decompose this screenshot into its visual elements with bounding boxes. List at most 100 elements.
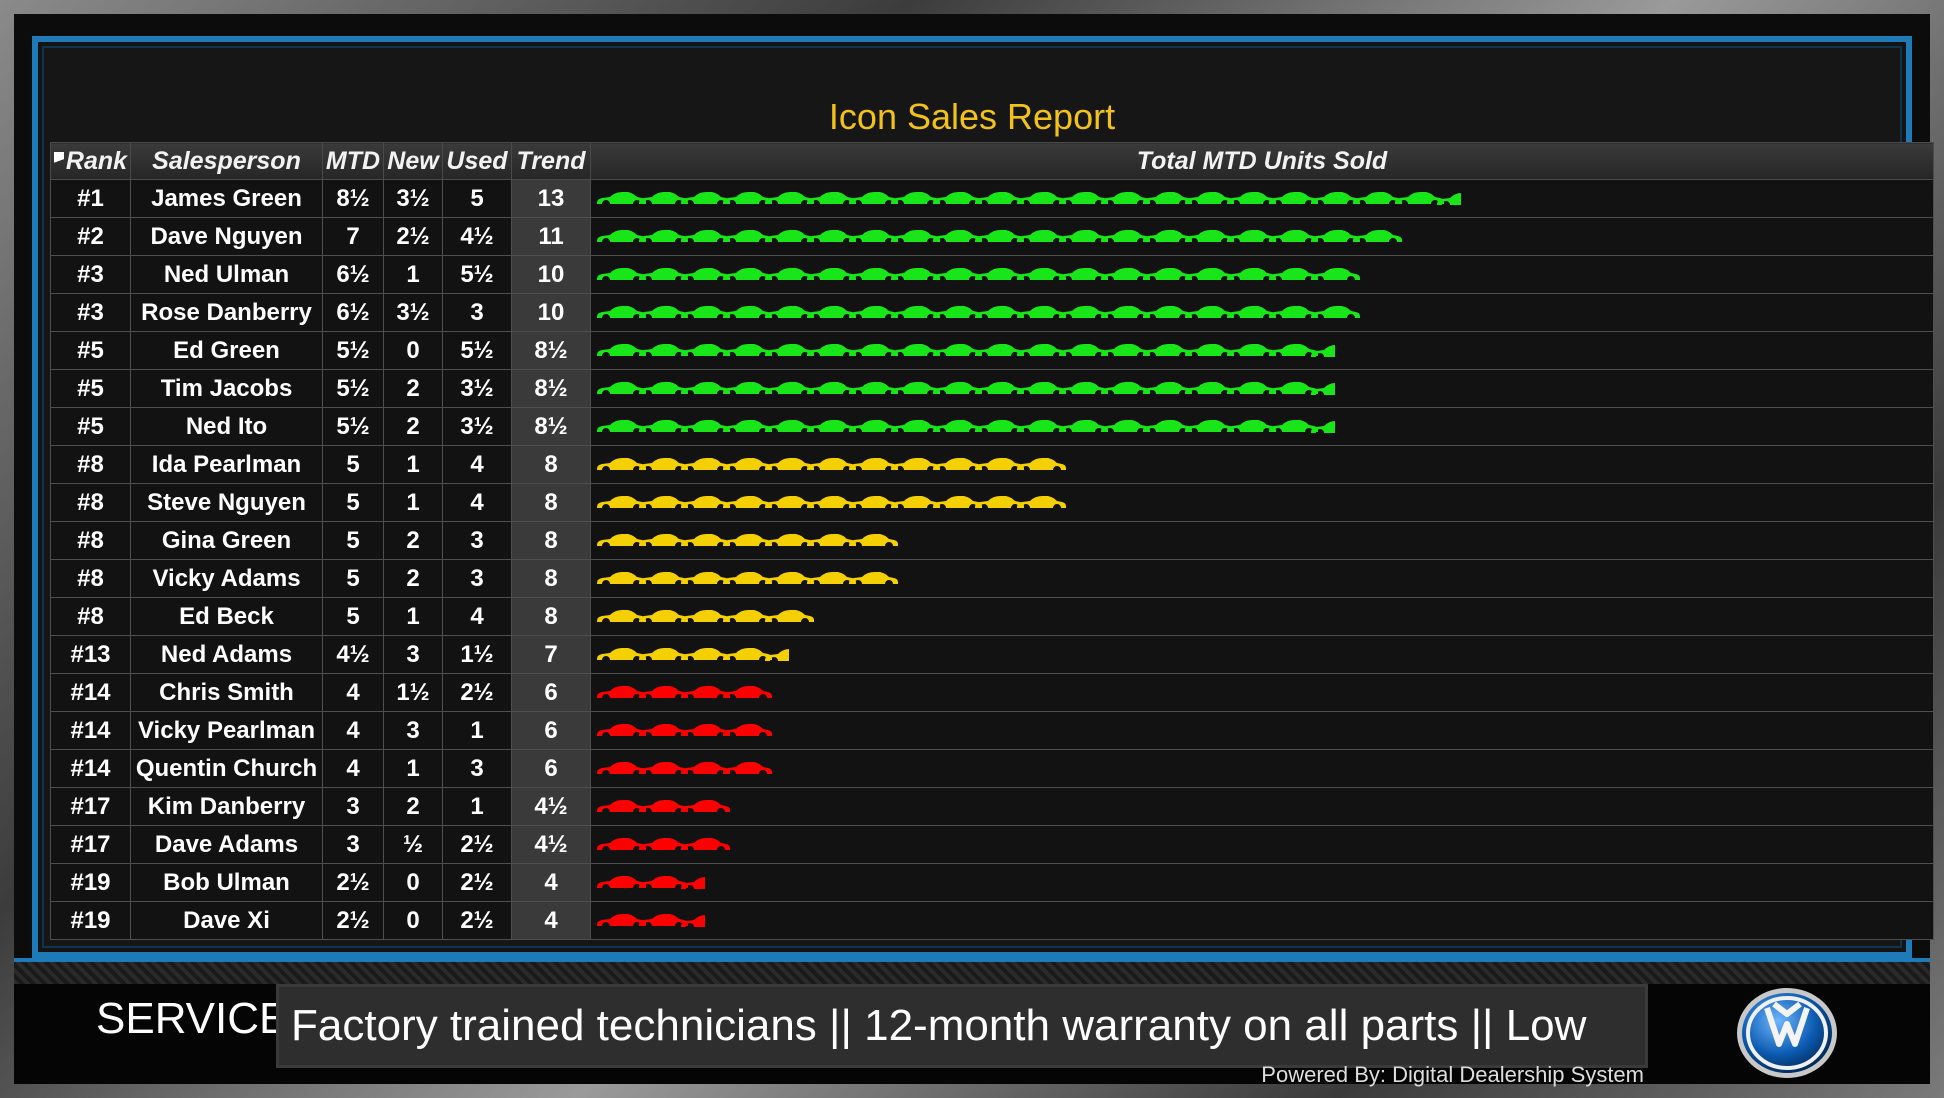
car-icon bbox=[1099, 417, 1151, 437]
car-icon bbox=[1141, 227, 1193, 247]
car-icon bbox=[595, 531, 647, 551]
car-icon bbox=[1057, 227, 1109, 247]
mtd-cell: 6½ bbox=[322, 293, 384, 332]
car-icon bbox=[847, 189, 899, 209]
table-row: #8 Steve Nguyen 5 1 4 8 bbox=[50, 483, 1934, 522]
salesperson-cell: Quentin Church bbox=[130, 749, 323, 788]
half-car-icon bbox=[679, 873, 705, 893]
car-icon bbox=[1015, 493, 1067, 513]
table-row: #19 Dave Xi 2½ 0 2½ 4 bbox=[50, 901, 1934, 940]
car-icon bbox=[1225, 227, 1277, 247]
car-icon bbox=[1267, 227, 1319, 247]
car-icon bbox=[721, 227, 773, 247]
car-icon bbox=[805, 531, 857, 551]
car-icon bbox=[931, 417, 983, 437]
car-icon bbox=[595, 341, 647, 361]
mtd-cell: 5 bbox=[322, 559, 384, 598]
car-icon bbox=[721, 683, 773, 703]
car-icon bbox=[1309, 227, 1361, 247]
salesperson-cell: Dave Xi bbox=[130, 901, 323, 940]
rank-cell: #14 bbox=[50, 711, 131, 750]
units-bar bbox=[595, 598, 1933, 635]
vw-logo-icon bbox=[1737, 988, 1837, 1078]
rank-cell: #14 bbox=[50, 749, 131, 788]
new-cell: 3 bbox=[383, 635, 443, 674]
mtd-cell: 5 bbox=[322, 483, 384, 522]
car-icon bbox=[973, 303, 1025, 323]
car-icon bbox=[1183, 341, 1235, 361]
car-icon bbox=[1351, 227, 1403, 247]
new-cell: 3 bbox=[383, 711, 443, 750]
salesperson-cell: Bob Ulman bbox=[130, 863, 323, 902]
table-row: #19 Bob Ulman 2½ 0 2½ 4 bbox=[50, 863, 1934, 902]
car-icon bbox=[595, 265, 647, 285]
car-icon bbox=[931, 189, 983, 209]
car-icon bbox=[721, 493, 773, 513]
car-icon bbox=[847, 303, 899, 323]
car-icon bbox=[763, 493, 815, 513]
car-icon bbox=[1099, 341, 1151, 361]
new-cell: 1 bbox=[383, 445, 443, 484]
mtd-cell: 5 bbox=[322, 445, 384, 484]
car-icon bbox=[595, 227, 647, 247]
car-icon bbox=[595, 759, 647, 779]
car-icon bbox=[595, 683, 647, 703]
table-row: #2 Dave Nguyen 7 2½ 4½ 11 bbox=[50, 217, 1934, 256]
used-cell: 3 bbox=[442, 293, 512, 332]
units-bar-cell bbox=[590, 483, 1934, 522]
units-bar bbox=[595, 902, 1933, 939]
header-mtd: MTD bbox=[322, 142, 384, 180]
car-icon bbox=[931, 493, 983, 513]
mtd-cell: 4 bbox=[322, 749, 384, 788]
car-icon bbox=[847, 379, 899, 399]
trend-cell: 8½ bbox=[511, 407, 591, 446]
header-new: New bbox=[383, 142, 443, 180]
trend-cell: 8½ bbox=[511, 369, 591, 408]
table-row: #14 Vicky Pearlman 4 3 1 6 bbox=[50, 711, 1934, 750]
report-board: Icon Sales Report Rank Salesperson MTD N… bbox=[32, 36, 1934, 958]
car-icon bbox=[1267, 303, 1319, 323]
trend-cell: 4 bbox=[511, 863, 591, 902]
car-icon bbox=[847, 265, 899, 285]
half-car-icon bbox=[1435, 189, 1461, 209]
used-cell: 3 bbox=[442, 521, 512, 560]
car-icon bbox=[931, 341, 983, 361]
used-cell: 1½ bbox=[442, 635, 512, 674]
table-row: #3 Ned Ulman 6½ 1 5½ 10 bbox=[50, 255, 1934, 294]
new-cell: 2 bbox=[383, 559, 443, 598]
car-icon bbox=[1015, 189, 1067, 209]
used-cell: 4 bbox=[442, 597, 512, 636]
car-icon bbox=[637, 873, 689, 893]
used-cell: 4 bbox=[442, 483, 512, 522]
car-icon bbox=[637, 531, 689, 551]
car-icon bbox=[1057, 341, 1109, 361]
car-icon bbox=[1057, 303, 1109, 323]
car-icon bbox=[805, 189, 857, 209]
table-row: #13 Ned Adams 4½ 3 1½ 7 bbox=[50, 635, 1934, 674]
trend-cell: 11 bbox=[511, 217, 591, 256]
car-icon bbox=[1183, 303, 1235, 323]
used-cell: 3½ bbox=[442, 369, 512, 408]
car-icon bbox=[679, 189, 731, 209]
car-icon bbox=[637, 379, 689, 399]
trend-cell: 4½ bbox=[511, 825, 591, 864]
new-cell: 2 bbox=[383, 369, 443, 408]
car-icon bbox=[889, 341, 941, 361]
units-bar bbox=[595, 180, 1933, 217]
salesperson-cell: Steve Nguyen bbox=[130, 483, 323, 522]
car-icon bbox=[595, 455, 647, 475]
car-icon bbox=[595, 303, 647, 323]
header-rank: Rank bbox=[50, 142, 131, 180]
car-icon bbox=[1141, 379, 1193, 399]
salesperson-cell: Gina Green bbox=[130, 521, 323, 560]
car-icon bbox=[763, 607, 815, 627]
units-bar-cell bbox=[590, 559, 1934, 598]
car-icon bbox=[1015, 227, 1067, 247]
car-icon bbox=[679, 721, 731, 741]
car-icon bbox=[973, 341, 1025, 361]
rank-cell: #17 bbox=[50, 825, 131, 864]
car-icon bbox=[931, 379, 983, 399]
units-bar-cell bbox=[590, 901, 1934, 940]
table-row: #3 Rose Danberry 6½ 3½ 3 10 bbox=[50, 293, 1934, 332]
mtd-cell: 3 bbox=[322, 787, 384, 826]
